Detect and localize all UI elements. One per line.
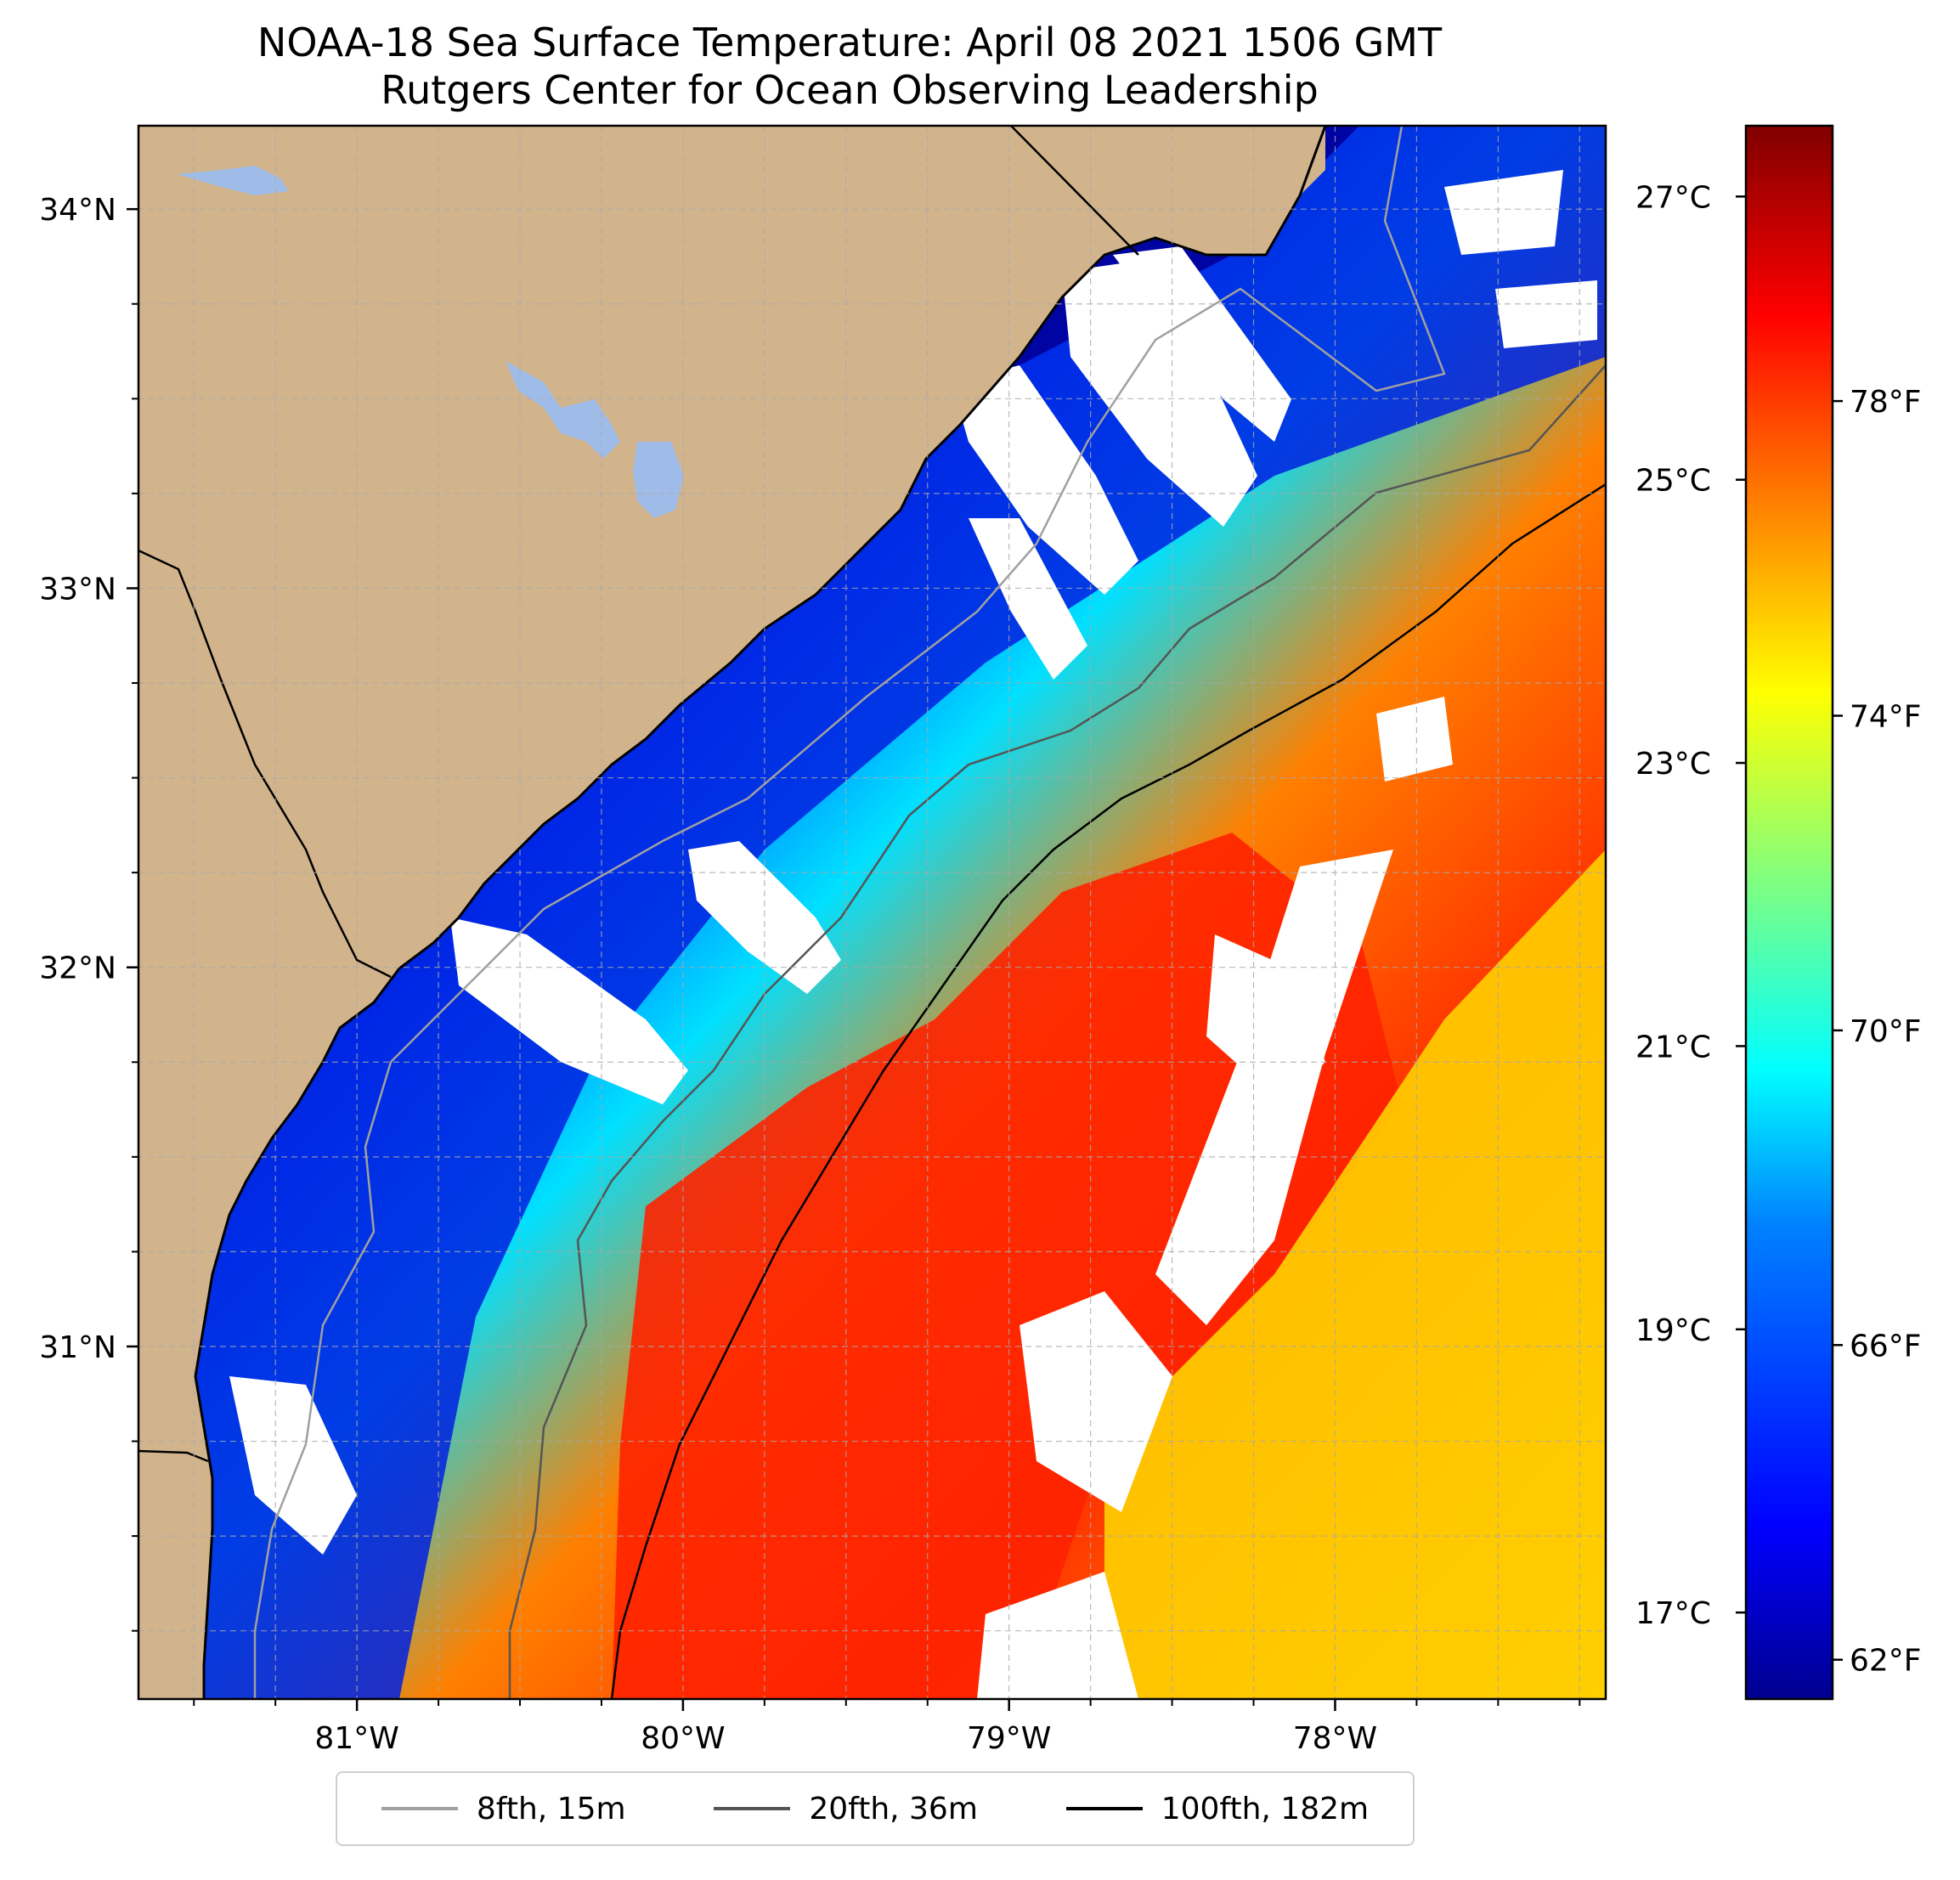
- lon-tick-label: 81°W: [314, 1721, 398, 1756]
- isobath-8fth-15m: [253, 126, 1446, 1699]
- isobath-20fth-36m: [508, 364, 1606, 1699]
- cbar-label-f: 66°F: [1850, 1329, 1922, 1363]
- cbar-label-c: 17°C: [1635, 1596, 1711, 1631]
- state-border-ga-fl: [138, 1449, 209, 1463]
- lon-tick-label: 80°W: [641, 1721, 725, 1756]
- axis-ticks: 81°W 80°W 79°W 78°W 31°N 32°N 33°N 34°N: [39, 193, 1581, 1756]
- legend-label-100fth: 100fth, 182m: [1161, 1791, 1370, 1826]
- offshore-warm-water: [1104, 850, 1606, 1699]
- lon-tick-label: 78°W: [1293, 1721, 1377, 1756]
- lat-tick-label: 32°N: [39, 951, 116, 986]
- coastline: [194, 126, 1327, 1699]
- legend-swatch-20fth: [714, 1807, 791, 1810]
- lat-tick-label: 34°N: [39, 193, 116, 228]
- legend: 8fth, 15m 20fth, 36m 100fth, 182m: [336, 1771, 1415, 1846]
- cbar-label-c: 23°C: [1635, 747, 1711, 782]
- legend-entry-100fth: 100fth, 182m: [1065, 1791, 1370, 1826]
- lat-tick-label: 31°N: [39, 1330, 116, 1365]
- gulf-stream-warm-core: [612, 833, 1402, 1699]
- cbar-label-f: 70°F: [1850, 1014, 1922, 1049]
- map-title: NOAA-18 Sea Surface Temperature: April 0…: [0, 19, 1699, 114]
- cbar-label-c: 27°C: [1635, 180, 1711, 215]
- title-line-1: NOAA-18 Sea Surface Temperature: April 0…: [257, 20, 1443, 65]
- legend-entry-20fth: 20fth, 36m: [714, 1792, 978, 1826]
- lon-tick-label: 79°W: [967, 1721, 1051, 1756]
- land-area: [138, 126, 1325, 1699]
- cbar-label-f: 62°F: [1850, 1644, 1922, 1679]
- cbar-label-c: 19°C: [1635, 1313, 1711, 1348]
- legend-entry-8fth: 8fth, 15m: [381, 1792, 626, 1826]
- map-frame: [137, 124, 1607, 1701]
- map-panel: [138, 126, 1606, 1699]
- lake-marion: [506, 361, 620, 459]
- colorbar: [1744, 124, 1834, 1701]
- cbar-label-f: 78°F: [1850, 385, 1922, 420]
- cbar-label-f: 74°F: [1850, 700, 1922, 735]
- lake-moultrie: [633, 442, 684, 518]
- gridlines: [138, 126, 1606, 1699]
- state-border-sc-ga: [138, 549, 392, 979]
- isobath-100fth-182m: [610, 483, 1606, 1699]
- colorbar-ticks: 62°F 66°F 70°F 74°F 78°F 17°C 19°C 21°C 23°C 25°C…: [1635, 180, 1922, 1678]
- lat-tick-label: 33°N: [39, 572, 116, 607]
- title-line-2: Rutgers Center for Ocean Observing Leade…: [381, 67, 1319, 113]
- legend-label-8fth: 8fth, 15m: [476, 1791, 626, 1826]
- northern-lake: [177, 166, 289, 195]
- legend-swatch-100fth: [1065, 1807, 1143, 1810]
- legend-swatch-8fth: [381, 1807, 458, 1810]
- cbar-label-c: 25°C: [1635, 464, 1711, 499]
- legend-label-20fth: 20fth, 36m: [809, 1791, 978, 1826]
- state-border-nc-sc: [1010, 126, 1139, 256]
- cbar-label-c: 21°C: [1635, 1030, 1711, 1064]
